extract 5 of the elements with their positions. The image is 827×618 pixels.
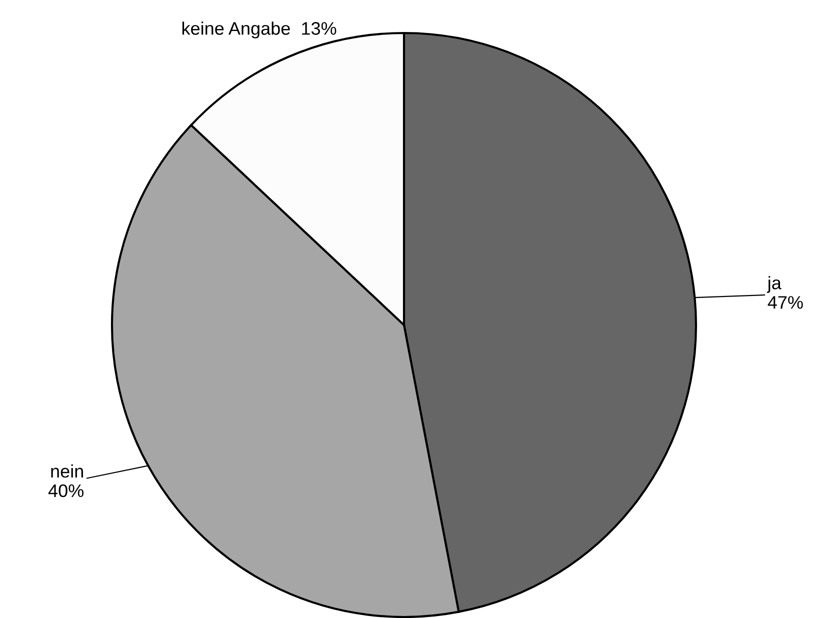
data-label: 47% <box>768 296 803 309</box>
data-label: 40% <box>48 484 84 498</box>
slice-label: nein <box>51 464 83 478</box>
slice-label: keine Angabe 13% <box>182 22 336 38</box>
slice-label: ja <box>766 276 782 293</box>
